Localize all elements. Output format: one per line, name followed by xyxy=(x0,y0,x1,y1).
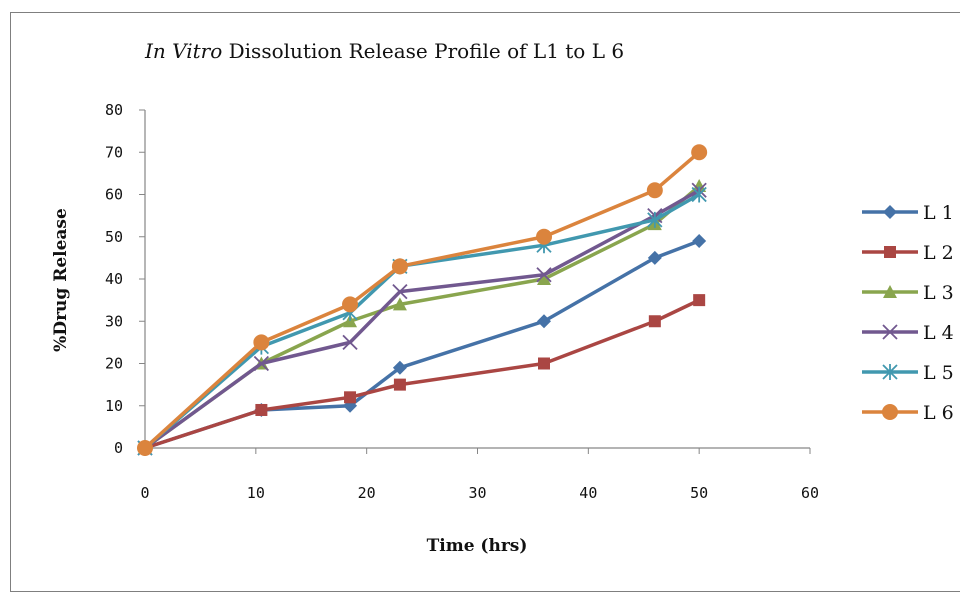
data-point xyxy=(392,360,407,375)
axes xyxy=(139,109,811,454)
legend-label: L 3 xyxy=(923,282,954,304)
legend-marker xyxy=(882,364,898,380)
y-tick-label: 10 xyxy=(105,397,123,415)
x-tick-label: 20 xyxy=(358,484,376,502)
data-point xyxy=(393,378,406,391)
data-point xyxy=(344,391,357,404)
y-tick-label: 20 xyxy=(105,355,123,373)
data-point xyxy=(536,228,552,245)
data-point xyxy=(253,334,270,351)
data-point xyxy=(538,357,550,370)
series-line xyxy=(143,192,701,450)
data-point xyxy=(537,314,551,329)
x-axis-label: Time (hrs) xyxy=(427,536,528,556)
series-layer xyxy=(137,144,708,456)
series-l4 xyxy=(137,182,707,456)
x-tick-label: 60 xyxy=(801,484,819,502)
legend-entry: L 1 xyxy=(862,202,954,224)
chart-title-italic: In Vitro xyxy=(144,39,222,63)
legend-label: L 2 xyxy=(923,242,954,264)
y-tick-label: 80 xyxy=(105,101,123,119)
series-l6 xyxy=(137,144,708,456)
x-tick-label: 50 xyxy=(690,484,708,502)
data-point xyxy=(536,267,552,283)
data-point xyxy=(692,233,707,248)
y-tick-label: 40 xyxy=(105,270,123,288)
data-point xyxy=(137,440,153,456)
data-point xyxy=(648,315,661,328)
y-axis-label: %Drug Release xyxy=(51,208,71,352)
legend-entry: L 6 xyxy=(862,402,954,424)
x-tick-label: 0 xyxy=(140,484,149,502)
series-l3 xyxy=(138,179,707,454)
series-line xyxy=(144,239,700,450)
legend-marker xyxy=(883,205,897,219)
legend-label: L 5 xyxy=(923,362,954,384)
legend-marker xyxy=(882,404,898,420)
y-tick-label: 0 xyxy=(114,439,123,457)
data-point xyxy=(537,272,551,285)
legend-entry: L 4 xyxy=(862,322,954,344)
data-point xyxy=(342,296,359,313)
y-tick-label: 50 xyxy=(105,228,123,246)
legend-entry: L 2 xyxy=(862,242,954,264)
legend: L 1 L 2 L 3 L 4 L 5 L 6 xyxy=(862,202,954,424)
chart-title-rest: Dissolution Release Profile of L1 to L 6 xyxy=(222,39,624,63)
data-point xyxy=(392,284,408,300)
data-point xyxy=(692,179,707,193)
legend-marker xyxy=(884,246,896,258)
x-tick-label: 40 xyxy=(579,484,597,502)
data-point xyxy=(392,297,407,311)
data-point xyxy=(647,250,662,265)
chart-frame xyxy=(10,12,960,592)
y-tick-label: 70 xyxy=(105,143,123,161)
data-point xyxy=(342,334,358,351)
legend-marker xyxy=(883,285,897,298)
series-line xyxy=(143,184,701,450)
data-point xyxy=(391,258,408,275)
data-point xyxy=(691,144,708,161)
x-tick-label: 10 xyxy=(247,484,265,502)
legend-entry: L 3 xyxy=(862,282,954,304)
legend-label: L 1 xyxy=(923,202,954,224)
series-l5 xyxy=(137,186,707,456)
tick-labels: 0 10 20 30 40 50 60 70 80 0 10 20 30 40 50 60 xyxy=(105,101,819,502)
legend-marker xyxy=(882,324,898,340)
chart-title: In Vitro Dissolution Release Profile of … xyxy=(144,39,624,63)
legend-label: L 6 xyxy=(923,402,954,424)
legend-entry: L 5 xyxy=(862,362,954,384)
data-point xyxy=(646,182,663,199)
data-point xyxy=(693,294,706,307)
series-l2 xyxy=(139,294,706,454)
data-point xyxy=(253,355,270,372)
data-point xyxy=(691,186,707,203)
legend-label: L 4 xyxy=(923,322,954,344)
x-tick-label: 30 xyxy=(468,484,486,502)
y-tick-label: 30 xyxy=(105,312,123,330)
data-point xyxy=(647,211,663,228)
data-point xyxy=(255,403,268,416)
y-tick-label: 60 xyxy=(105,186,123,204)
